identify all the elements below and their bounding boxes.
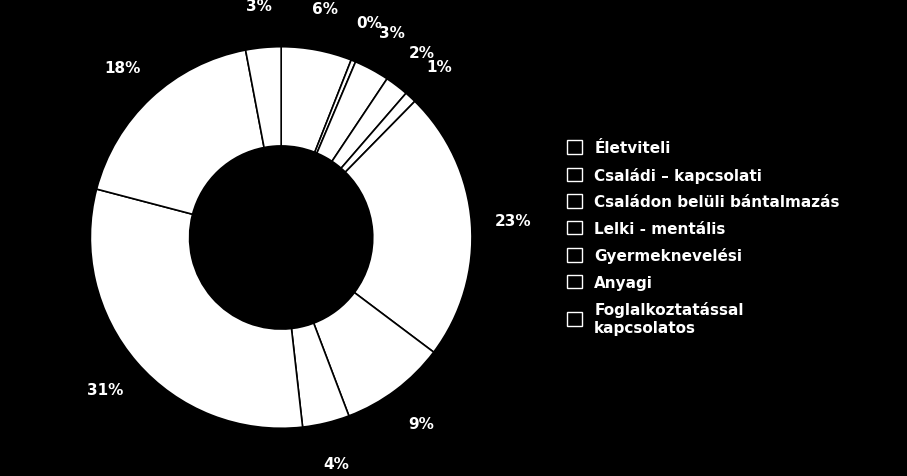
Wedge shape — [291, 323, 349, 427]
Wedge shape — [346, 102, 472, 352]
Wedge shape — [341, 94, 414, 173]
Text: 3%: 3% — [379, 26, 405, 41]
Wedge shape — [314, 293, 434, 416]
Text: 0%: 0% — [356, 16, 382, 30]
Text: 23%: 23% — [495, 213, 532, 228]
Text: 18%: 18% — [104, 61, 141, 76]
Legend: Életviteli, Családi – kapcsolati, Családon belüli bántalmazás, Lelki - mentális,: Életviteli, Családi – kapcsolati, Család… — [559, 133, 847, 343]
Text: 1%: 1% — [426, 60, 452, 75]
Text: 2%: 2% — [409, 46, 435, 60]
Text: 6%: 6% — [312, 2, 337, 17]
Text: 31%: 31% — [87, 383, 123, 397]
Text: 9%: 9% — [408, 416, 434, 431]
Wedge shape — [246, 48, 281, 148]
Wedge shape — [315, 61, 356, 154]
Wedge shape — [281, 48, 351, 153]
Wedge shape — [317, 63, 387, 162]
Text: 4%: 4% — [323, 456, 349, 471]
Wedge shape — [97, 51, 264, 215]
Wedge shape — [332, 79, 406, 169]
Wedge shape — [91, 189, 303, 428]
Text: 3%: 3% — [247, 0, 272, 14]
